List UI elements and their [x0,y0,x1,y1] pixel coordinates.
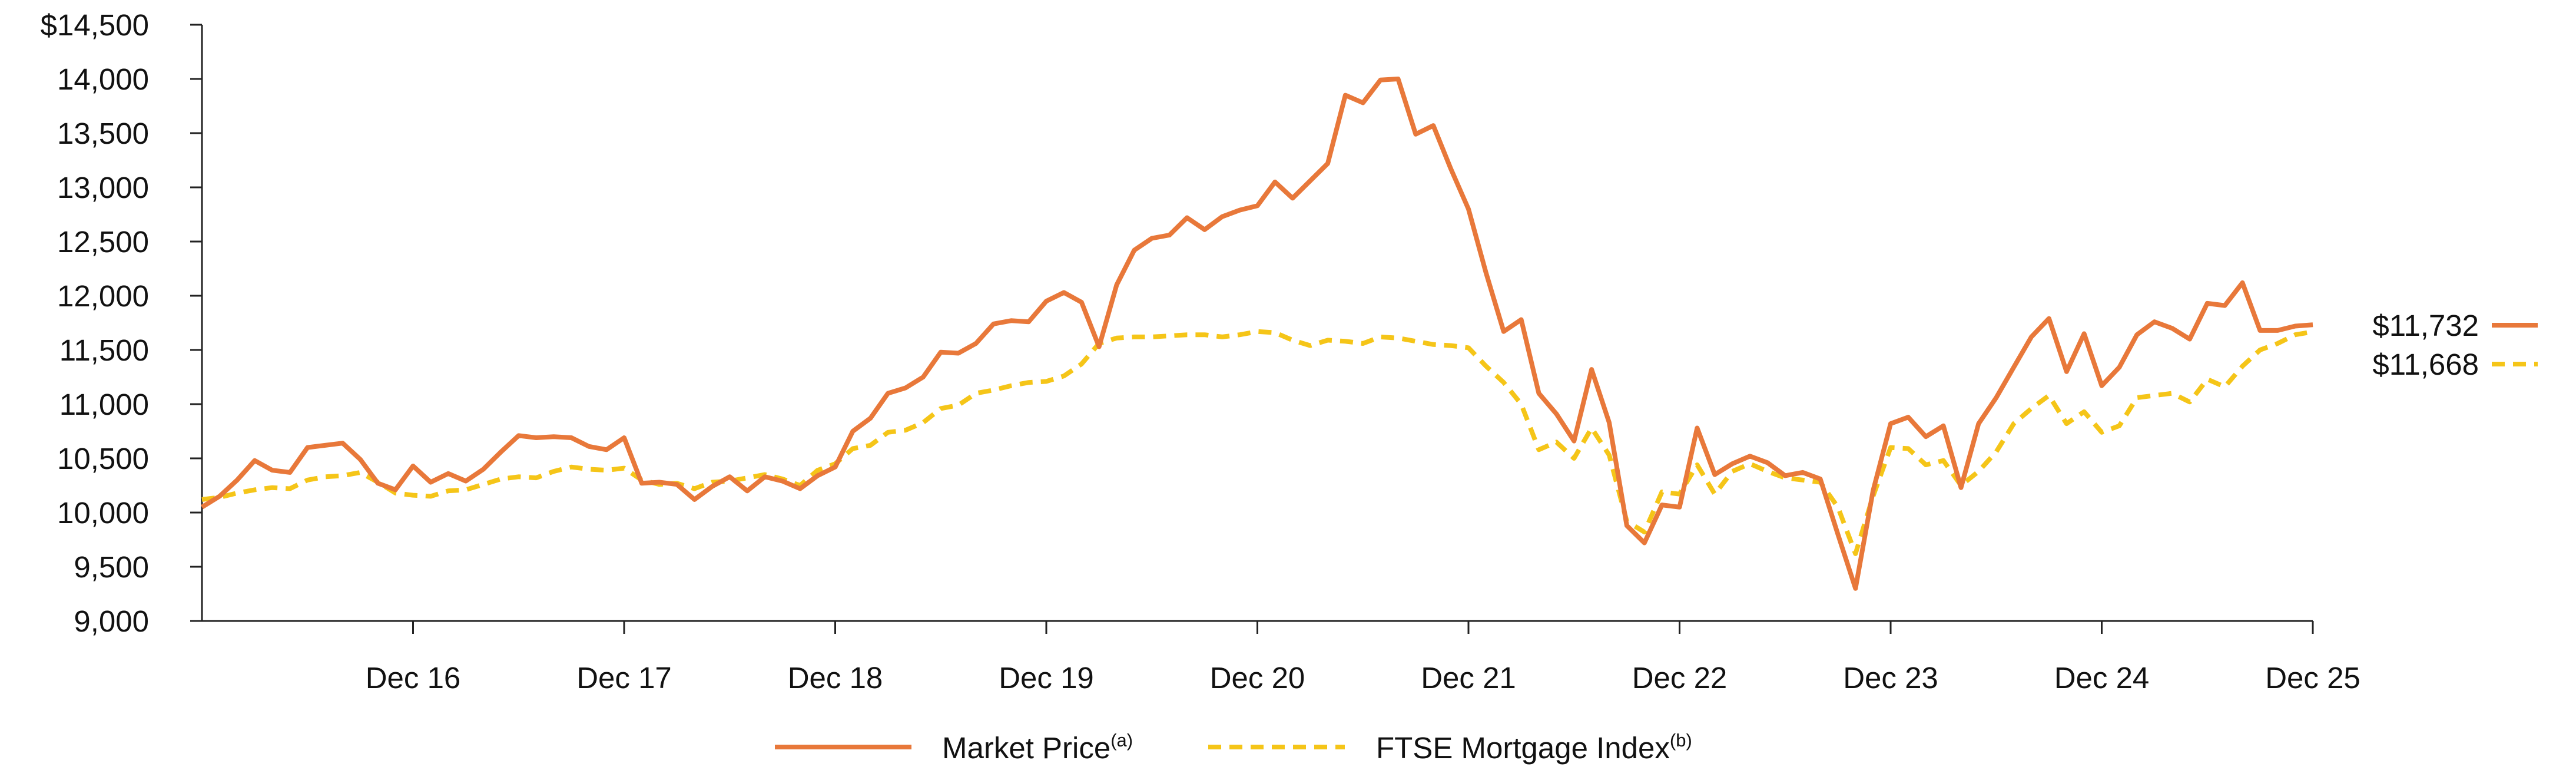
end-value-label-ftse-mortgage-index: $11,668 [2372,348,2479,381]
x-tick-label: Dec 25 [2265,661,2360,695]
y-tick-label: 14,000 [57,62,149,96]
y-tick-label: 11,000 [59,388,149,421]
x-tick-label: Dec 21 [1421,661,1516,695]
series-line-ftse-mortgage-index [201,329,2313,556]
legend-label-ftse-mortgage-index: FTSE Mortgage Index(b) [1376,730,1692,765]
end-labels: $11,732 $11,668 [2372,309,2538,381]
y-tick-label: 10,500 [57,442,149,475]
x-tick-label: Dec 20 [1210,661,1305,695]
series-layer [200,77,2313,591]
x-tick-label: Dec 19 [999,661,1094,695]
x-axis: Dec 16 Dec 17 Dec 18 Dec 19 Dec 20 Dec 21 Dec … [202,620,2360,695]
x-tick-label: Dec 17 [576,661,672,695]
x-tick-label: Dec 16 [366,661,461,695]
y-tick-label: 13,500 [57,117,149,150]
legend-label-market-price: Market Price(a) [942,730,1133,765]
end-value-label-market-price: $11,732 [2372,309,2479,342]
y-tick-label: 9,500 [74,550,149,584]
x-tick-label: Dec 18 [788,661,883,695]
y-tick-label: 9,000 [74,604,149,638]
x-tick-label: Dec 24 [2054,661,2150,695]
y-tick-label: 10,000 [57,496,149,530]
y-axis: 9,000 9,500 10,000 10,500 11,000 11,500 12,000… [41,8,203,638]
y-tick-label: 12,500 [57,225,149,259]
y-tick-label: 13,000 [57,171,149,204]
x-tick-label: Dec 22 [1632,661,1728,695]
x-tick-label: Dec 23 [1843,661,1938,695]
y-tick-label: 11,500 [59,333,149,367]
legend: Market Price(a) FTSE Mortgage Index(b) [775,730,1692,765]
y-tick-label: $14,500 [41,8,149,42]
y-tick-label: 12,000 [57,279,149,313]
series-line-market-price [200,77,2313,591]
